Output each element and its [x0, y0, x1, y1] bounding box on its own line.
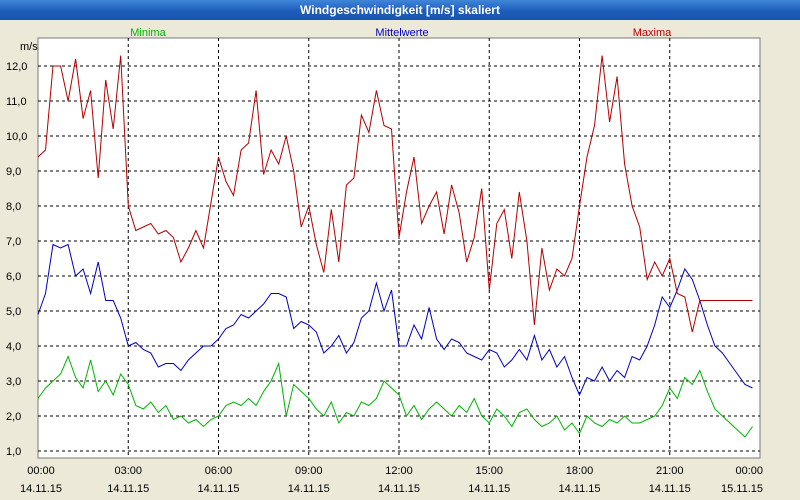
x-tick-time: 03:00 — [114, 465, 142, 477]
y-tick-label: 8,0 — [6, 201, 21, 213]
series-lines — [37, 55, 753, 438]
x-tick-date: 14.11.15 — [649, 483, 691, 495]
y-tick-label: 7,0 — [6, 236, 21, 248]
window-title: Windgeschwindigkeit [m/s] skaliert — [0, 0, 800, 20]
grid-lines — [38, 38, 760, 458]
x-tick-date: 15.11.15 — [721, 483, 763, 495]
x-tick-date: 14.11.15 — [378, 483, 420, 495]
series-line-mittelwerte — [37, 243, 753, 397]
y-axis-unit: m/s — [20, 41, 38, 53]
x-tick-labels: 00:00 14.11.15 03:00 14.11.15 06:00 14.11.15 0… — [20, 465, 763, 495]
x-tick-date: 14.11.15 — [558, 483, 600, 495]
y-tick-label: 12,0 — [6, 61, 27, 73]
y-tick-label: 6,0 — [6, 271, 21, 283]
series-line-maxima — [37, 55, 753, 333]
x-tick-time: 00:00 — [735, 465, 763, 477]
x-tick-date: 14.11.15 — [288, 483, 330, 495]
x-tick-time: 15:00 — [475, 465, 503, 477]
y-tick-label: 11,0 — [6, 96, 27, 108]
y-tick-label: 9,0 — [6, 166, 21, 178]
y-tick-labels: 1,0 2,0 3,0 4,0 5,0 6,0 7,0 8,0 9,0 10,0 11,0 12,0 — [6, 61, 27, 458]
chart-canvas: 1,02,03,04,05,06,07,08,09,010,011,012,0 … — [6, 27, 763, 495]
x-tick-time: 12:00 — [385, 465, 413, 477]
y-tick-label: 5,0 — [6, 306, 21, 318]
x-tick-time: 06:00 — [205, 465, 233, 477]
y-tick-label: 1,0 — [6, 446, 21, 458]
y-tick-label: 4,0 — [6, 341, 21, 353]
y-tick-label: 10,0 — [6, 131, 27, 143]
x-tick-date: 14.11.15 — [197, 483, 239, 495]
y-tick-label: 2,0 — [6, 411, 21, 423]
x-tick-time: 18:00 — [566, 465, 594, 477]
x-tick-time: 21:00 — [656, 465, 684, 477]
legend-mittelwerte: Mittelwerte — [375, 27, 428, 39]
x-tick-date: 14.11.15 — [468, 483, 510, 495]
x-tick-date: 14.11.15 — [107, 483, 149, 495]
legend-maxima: Maxima — [633, 27, 672, 39]
x-tick-time: 00:00 — [27, 465, 55, 477]
y-tick-label: 3,0 — [6, 376, 21, 388]
legend-minima: Minima — [130, 27, 166, 39]
x-tick-time: 09:00 — [295, 465, 323, 477]
series-line-minima — [37, 355, 753, 438]
x-tick-date: 14.11.15 — [20, 483, 62, 495]
